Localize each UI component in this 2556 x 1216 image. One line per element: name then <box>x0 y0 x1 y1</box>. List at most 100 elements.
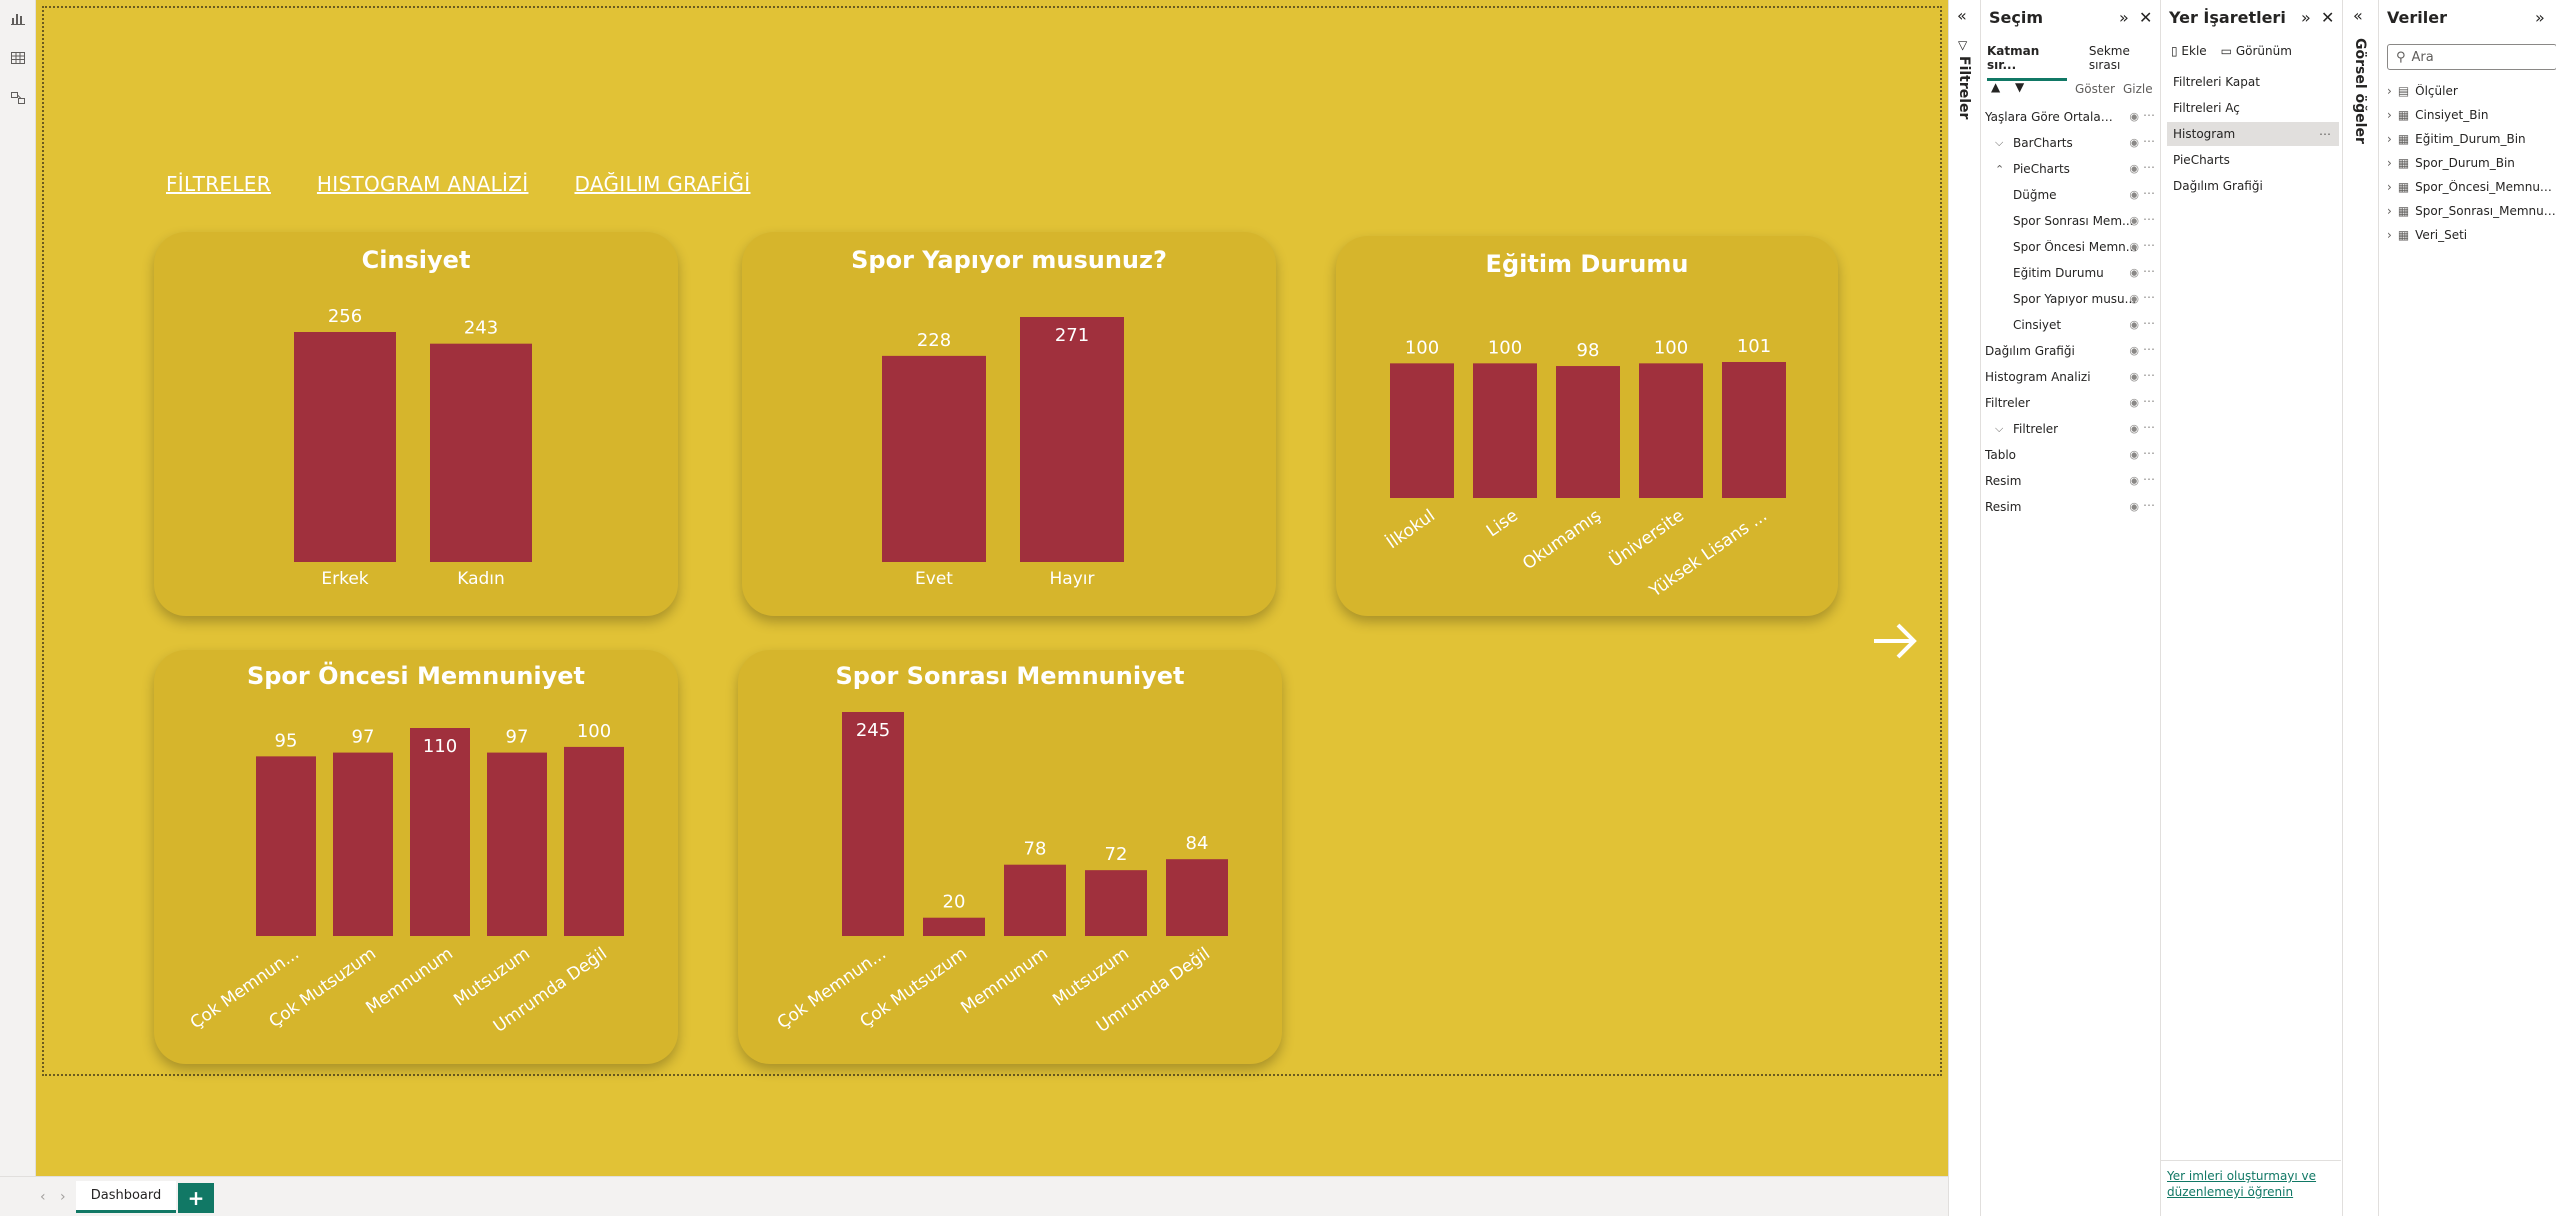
more-options-icon[interactable]: ⋯ <box>2143 186 2155 200</box>
more-options-icon[interactable]: ⋯ <box>2143 212 2155 226</box>
chevron-icon[interactable]: ⌵ <box>1995 422 2004 435</box>
visibility-eye-icon[interactable]: ◉ <box>2129 136 2139 149</box>
data-table-item[interactable]: › ▦ Spor_Sonrası_Memnuni... <box>2387 200 2556 222</box>
bar[interactable] <box>1004 864 1066 936</box>
nav-link-filters[interactable]: FİLTRELER <box>166 172 271 196</box>
visibility-eye-icon[interactable]: ◉ <box>2129 344 2139 357</box>
bar[interactable] <box>842 712 904 936</box>
chevron-right-icon[interactable]: › <box>2387 156 2392 170</box>
bar[interactable] <box>882 355 986 562</box>
next-arrow-icon[interactable] <box>1870 616 1920 666</box>
data-table-item[interactable]: › ▦ Spor_Durum_Bin <box>2387 152 2556 174</box>
data-table-item[interactable]: › ▦ Spor_Öncesi_Memnuni... <box>2387 176 2556 198</box>
expand-icon[interactable]: « <box>1957 6 1967 25</box>
bar[interactable] <box>1020 317 1124 562</box>
bar[interactable] <box>1722 362 1786 498</box>
visibility-eye-icon[interactable]: ◉ <box>2129 188 2139 201</box>
next-page-icon[interactable]: › <box>60 1189 66 1205</box>
bar[interactable] <box>256 756 316 936</box>
more-options-icon[interactable]: ⋯ <box>2143 342 2155 356</box>
data-table-item[interactable]: › ▦ Eğitim_Durum_Bin <box>2387 128 2556 150</box>
more-options-icon[interactable]: ⋯ <box>2143 108 2155 122</box>
bar[interactable] <box>1166 859 1228 936</box>
more-options-icon[interactable]: ⋯ <box>2143 316 2155 330</box>
close-icon[interactable]: ✕ <box>2139 8 2153 27</box>
chevron-right-icon[interactable]: › <box>2387 180 2392 194</box>
visibility-eye-icon[interactable]: ◉ <box>2129 162 2139 175</box>
report-view-icon[interactable] <box>8 8 28 28</box>
layer-item[interactable]: Dağılım Grafiği ◉ ⋯ <box>1981 338 2159 364</box>
layer-item[interactable]: Tablo ◉ ⋯ <box>1981 442 2159 468</box>
visibility-eye-icon[interactable]: ◉ <box>2129 396 2139 409</box>
hide-all-link[interactable]: Gizle <box>2123 82 2153 96</box>
chevron-right-icon[interactable]: › <box>2387 108 2392 122</box>
bar[interactable] <box>923 917 985 936</box>
chevron-right-icon[interactable]: › <box>2387 84 2392 98</box>
bar[interactable] <box>1556 366 1620 498</box>
nav-link-histogram[interactable]: HISTOGRAM ANALİZİ <box>316 172 529 196</box>
layer-item[interactable]: Spor Öncesi Memn... ◉ ⋯ <box>1981 234 2159 260</box>
bar[interactable] <box>1390 363 1454 498</box>
layer-item[interactable]: Spor Sonrası Mem... ◉ ⋯ <box>1981 208 2159 234</box>
bar[interactable] <box>294 332 396 562</box>
more-options-icon[interactable]: ⋯ <box>2143 446 2155 460</box>
chevron-icon[interactable]: ⌃ <box>1995 162 2005 176</box>
bookmark-item[interactable]: Filtreleri Aç <box>2167 96 2339 120</box>
more-options-icon[interactable]: ⋯ <box>2319 127 2331 141</box>
visuals-pane-collapsed[interactable]: « Görsel öğeler <box>2342 0 2378 1216</box>
visibility-eye-icon[interactable]: ◉ <box>2129 474 2139 487</box>
visibility-eye-icon[interactable]: ◉ <box>2129 318 2139 331</box>
nav-link-scatter[interactable]: DAĞILIM GRAFİĞİ <box>574 172 751 196</box>
tab-tab-order[interactable]: Sekme sırası <box>2088 44 2130 72</box>
more-options-icon[interactable]: ⋯ <box>2143 264 2155 278</box>
view-button[interactable]: ▭ Görünüm <box>2221 44 2292 58</box>
table-view-icon[interactable] <box>8 48 28 68</box>
visibility-eye-icon[interactable]: ◉ <box>2129 500 2139 513</box>
more-options-icon[interactable]: ⋯ <box>2143 394 2155 408</box>
layer-item[interactable]: ⌃ PieCharts ◉ ⋯ <box>1981 156 2159 182</box>
visibility-eye-icon[interactable]: ◉ <box>2129 110 2139 123</box>
bookmark-item[interactable]: Filtreleri Kapat <box>2167 70 2339 94</box>
bookmark-item[interactable]: Dağılım Grafiği <box>2167 174 2339 198</box>
bookmark-item[interactable]: Histogram ⋯ <box>2167 122 2339 146</box>
layer-item[interactable]: Eğitim Durumu ◉ ⋯ <box>1981 260 2159 286</box>
add-page-button[interactable]: + <box>178 1183 214 1213</box>
layer-item[interactable]: Cinsiyet ◉ ⋯ <box>1981 312 2159 338</box>
collapse-icon[interactable]: » <box>2119 8 2129 27</box>
add-bookmark-button[interactable]: ▯ Ekle <box>2171 44 2207 58</box>
chevron-right-icon[interactable]: › <box>2387 204 2392 218</box>
chart-card-cinsiyet[interactable]: Cinsiyet 256 Erkek 243 Kadın <box>154 232 678 616</box>
more-options-icon[interactable]: ⋯ <box>2143 498 2155 512</box>
layer-item[interactable]: ⌵ BarCharts ◉ ⋯ <box>1981 130 2159 156</box>
chevron-right-icon[interactable]: › <box>2387 228 2392 242</box>
visibility-eye-icon[interactable]: ◉ <box>2129 422 2139 435</box>
move-down-icon[interactable]: ▼ <box>2015 80 2025 94</box>
more-options-icon[interactable]: ⋯ <box>2143 368 2155 382</box>
collapse-icon[interactable]: » <box>2301 8 2311 27</box>
learn-bookmarks-link[interactable]: Yer imleri oluşturmayı ve düzenlemeyi öğ… <box>2167 1169 2317 1199</box>
move-up-icon[interactable]: ▲ <box>1991 80 2001 94</box>
more-options-icon[interactable]: ⋯ <box>2143 238 2155 252</box>
bar[interactable] <box>1639 363 1703 498</box>
collapse-icon[interactable]: » <box>2535 8 2545 27</box>
bar[interactable] <box>333 752 393 936</box>
layer-item[interactable]: Spor Yapıyor musu... ◉ ⋯ <box>1981 286 2159 312</box>
layer-item[interactable]: Resim ◉ ⋯ <box>1981 494 2159 520</box>
bar[interactable] <box>487 752 547 936</box>
chart-card-spor-sonrasi[interactable]: Spor Sonrası Memnuniyet 245 Çok Memnun...… <box>738 650 1282 1064</box>
more-options-icon[interactable]: ⋯ <box>2143 134 2155 148</box>
show-all-link[interactable]: Göster <box>2075 82 2115 96</box>
tab-dashboard[interactable]: Dashboard <box>76 1181 176 1213</box>
visibility-eye-icon[interactable]: ◉ <box>2129 214 2139 227</box>
more-options-icon[interactable]: ⋯ <box>2143 290 2155 304</box>
visibility-eye-icon[interactable]: ◉ <box>2129 240 2139 253</box>
layer-item[interactable]: ⌵ Filtreler ◉ ⋯ <box>1981 416 2159 442</box>
prev-page-icon[interactable]: ‹ <box>40 1189 46 1205</box>
layer-item[interactable]: Histogram Analizi ◉ ⋯ <box>1981 364 2159 390</box>
more-options-icon[interactable]: ⋯ <box>2143 420 2155 434</box>
layer-item[interactable]: Filtreler ◉ ⋯ <box>1981 390 2159 416</box>
layer-item[interactable]: Düğme ◉ ⋯ <box>1981 182 2159 208</box>
filters-pane-collapsed[interactable]: « ▽ Filtreler <box>1948 0 1980 1216</box>
visibility-eye-icon[interactable]: ◉ <box>2129 370 2139 383</box>
more-options-icon[interactable]: ⋯ <box>2143 472 2155 486</box>
